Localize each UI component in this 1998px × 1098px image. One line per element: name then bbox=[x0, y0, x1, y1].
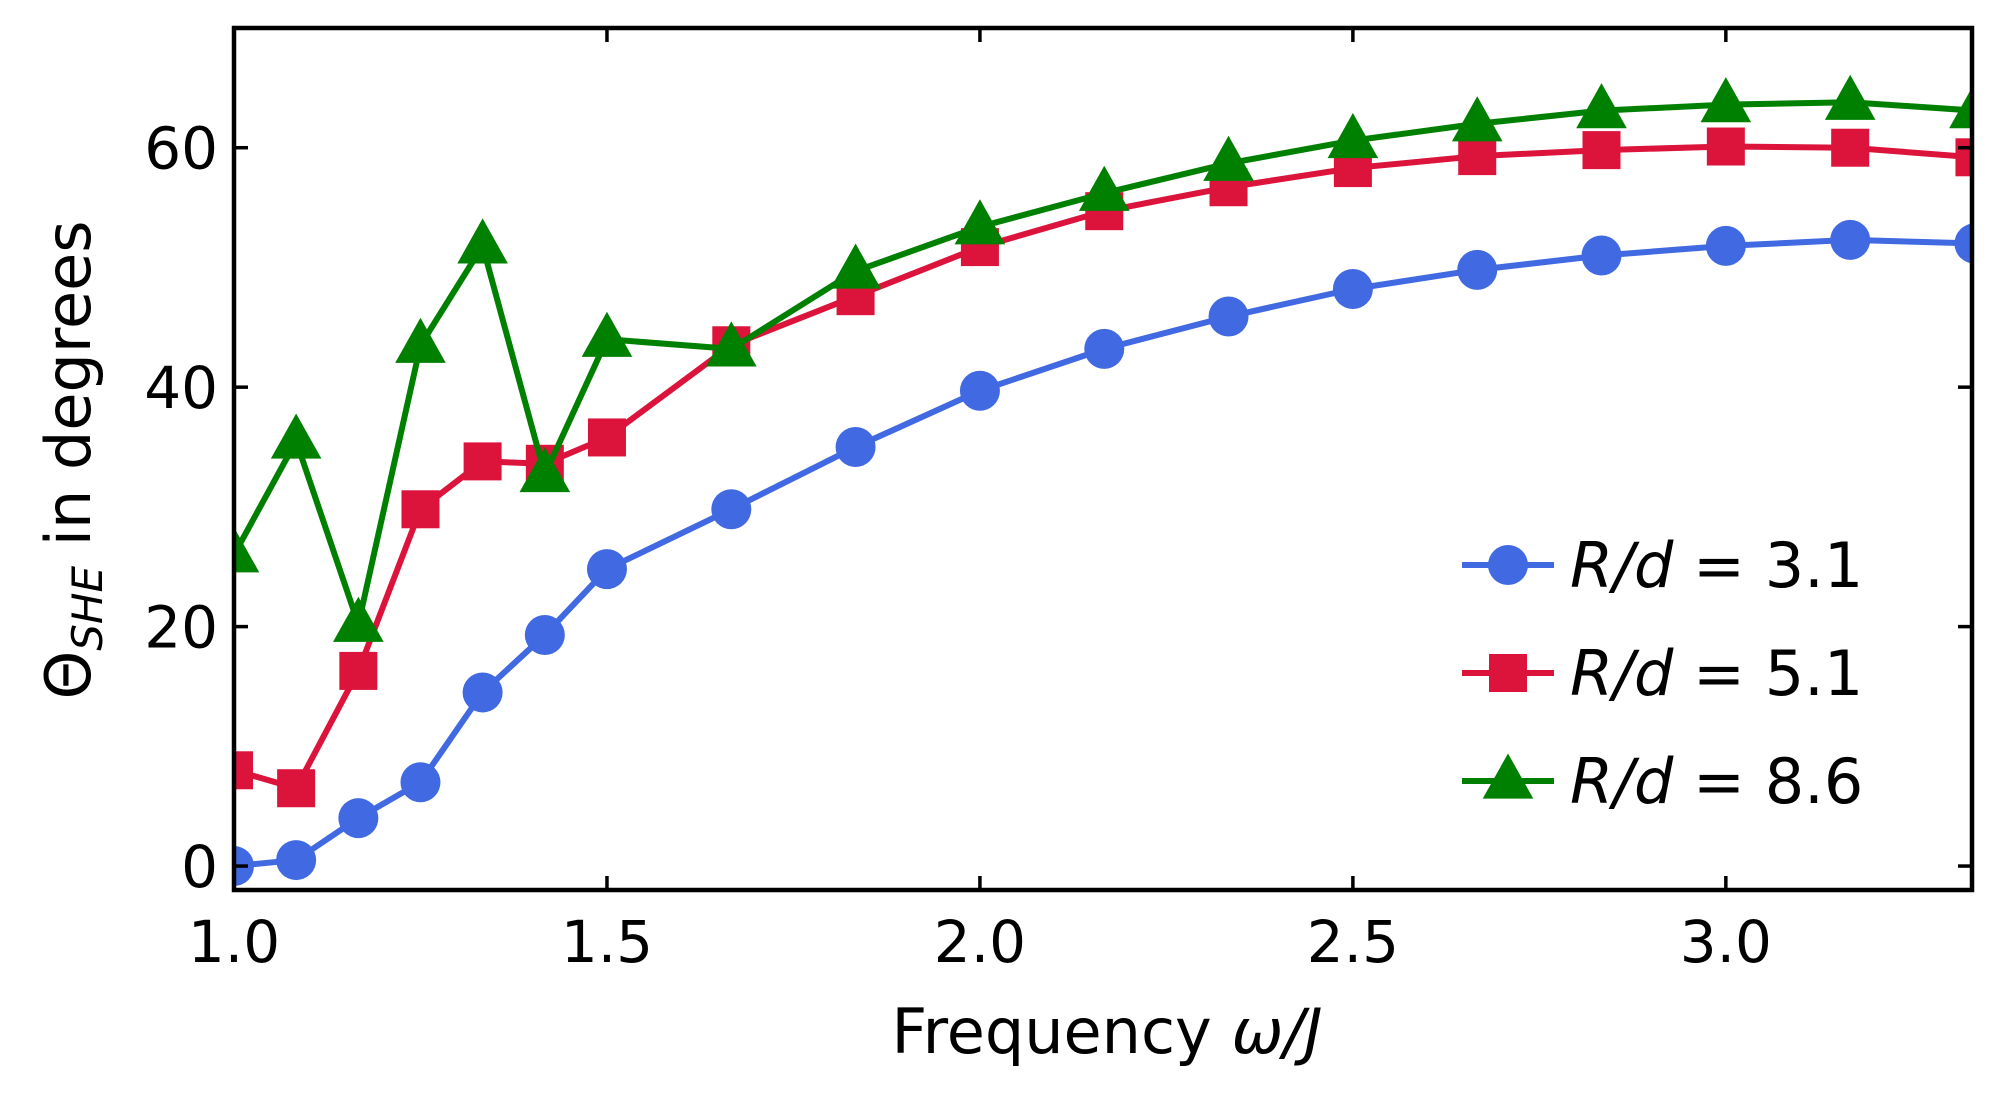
y-tick-label: 20 bbox=[144, 594, 218, 662]
series-3-point bbox=[954, 199, 1006, 245]
x-tick-label: 1.5 bbox=[561, 908, 653, 976]
series-2-point bbox=[277, 769, 316, 808]
series-2-point bbox=[587, 418, 626, 457]
legend-marker bbox=[1488, 545, 1528, 585]
series-1-point bbox=[1954, 223, 1972, 264]
legend-label-value: 5.1 bbox=[1765, 637, 1864, 710]
y-tick-label: 60 bbox=[144, 115, 218, 183]
series-3-point bbox=[270, 413, 322, 459]
legend-marker bbox=[1482, 753, 1534, 799]
series-1-point bbox=[1705, 225, 1746, 266]
series-2-point bbox=[1582, 131, 1621, 170]
legend-label-value: 8.6 bbox=[1765, 745, 1864, 818]
series-3-point bbox=[830, 243, 881, 289]
series-3 bbox=[234, 74, 1972, 642]
legend-item-1: R/d = 3.1 bbox=[1462, 529, 1863, 602]
series-2-point bbox=[234, 751, 253, 790]
series-1-point bbox=[524, 614, 565, 655]
legend: R/d = 3.1R/d = 5.1R/d = 8.6 bbox=[1462, 529, 1863, 818]
series-layer bbox=[234, 74, 1972, 887]
series-1-point bbox=[586, 549, 627, 590]
x-tick-label: 2.5 bbox=[1307, 908, 1399, 976]
series-3-point bbox=[234, 527, 260, 573]
series-2-line bbox=[234, 143, 1972, 792]
x-axis-label-text: Frequency bbox=[891, 995, 1231, 1068]
series-1-point bbox=[1830, 219, 1871, 260]
legend-item-3: R/d = 8.6 bbox=[1462, 745, 1863, 818]
series-1-point bbox=[400, 762, 441, 803]
series-3-point bbox=[457, 218, 508, 264]
legend-item-2: R/d = 5.1 bbox=[1462, 637, 1863, 710]
x-tick-label: 1.0 bbox=[188, 908, 280, 976]
series-2-point bbox=[463, 442, 502, 481]
legend-label-eq: = bbox=[1673, 637, 1764, 710]
plot-frame bbox=[231, 25, 1975, 893]
series-1-point bbox=[1332, 268, 1373, 309]
series-3-point bbox=[519, 447, 571, 493]
series-3-point bbox=[581, 311, 633, 357]
x-axis-label: Frequency ω/J bbox=[891, 995, 1322, 1068]
series-3-point bbox=[706, 321, 757, 367]
y-tick-label: 40 bbox=[144, 354, 218, 422]
series-1-point bbox=[1457, 249, 1498, 290]
legend-label: R/d = 5.1 bbox=[1570, 637, 1863, 710]
series-3-line bbox=[234, 99, 1972, 628]
series-2-point bbox=[1706, 127, 1745, 166]
series-1-point bbox=[835, 427, 876, 468]
series-3-point bbox=[333, 596, 384, 642]
series-2-point bbox=[339, 651, 378, 690]
y-axis-label: ΘSHE in degrees bbox=[32, 220, 112, 699]
y-tick-label: 0 bbox=[181, 833, 218, 901]
series-2-point bbox=[401, 490, 440, 529]
series-3-point bbox=[1203, 135, 1254, 181]
legend-label: R/d = 8.6 bbox=[1570, 745, 1863, 818]
y-axis-label-rest: in degrees bbox=[32, 220, 105, 566]
legend-label-var: R/d bbox=[1570, 745, 1674, 818]
series-1-point bbox=[1208, 296, 1249, 337]
series-1-point bbox=[276, 840, 317, 881]
series-3-point bbox=[1327, 113, 1379, 159]
legend-label-eq: = bbox=[1673, 529, 1764, 602]
series-3-point bbox=[1700, 77, 1752, 123]
series-3-point bbox=[1078, 165, 1130, 211]
series-1-point bbox=[1581, 235, 1622, 276]
legend-label-eq: = bbox=[1673, 745, 1764, 818]
series-3-point bbox=[1949, 87, 1972, 129]
series-1-point bbox=[338, 798, 379, 839]
series-1 bbox=[234, 219, 1972, 887]
y-axis-label-subscript: SHE bbox=[63, 566, 112, 651]
legend-label: R/d = 3.1 bbox=[1570, 529, 1863, 602]
legend-label-var: R/d bbox=[1570, 529, 1674, 602]
series-3-point bbox=[395, 317, 446, 363]
series-1-point bbox=[462, 672, 503, 713]
ticks-layer: 1.0 1.5 2.0 2.5 3.0 0 20 40 60 bbox=[144, 28, 1972, 976]
series-3-point bbox=[1451, 96, 1503, 142]
x-tick-label: 3.0 bbox=[1680, 908, 1772, 976]
series-2-point bbox=[1831, 128, 1870, 167]
legend-marker bbox=[1489, 654, 1527, 692]
x-tick-label: 2.0 bbox=[934, 908, 1026, 976]
legend-label-var: R/d bbox=[1570, 637, 1674, 710]
legend-label-value: 3.1 bbox=[1765, 529, 1864, 602]
series-2-point bbox=[1458, 137, 1497, 176]
series-1-point bbox=[1084, 328, 1125, 369]
series-1-point bbox=[711, 489, 752, 530]
series-3-point bbox=[1824, 74, 1876, 120]
y-axis-label-symbol: Θ bbox=[32, 651, 105, 700]
x-axis-label-math: ω/J bbox=[1231, 995, 1322, 1068]
series-2-point bbox=[1955, 138, 1972, 177]
series-1-point bbox=[959, 370, 1000, 411]
series-3-point bbox=[1576, 83, 1627, 129]
